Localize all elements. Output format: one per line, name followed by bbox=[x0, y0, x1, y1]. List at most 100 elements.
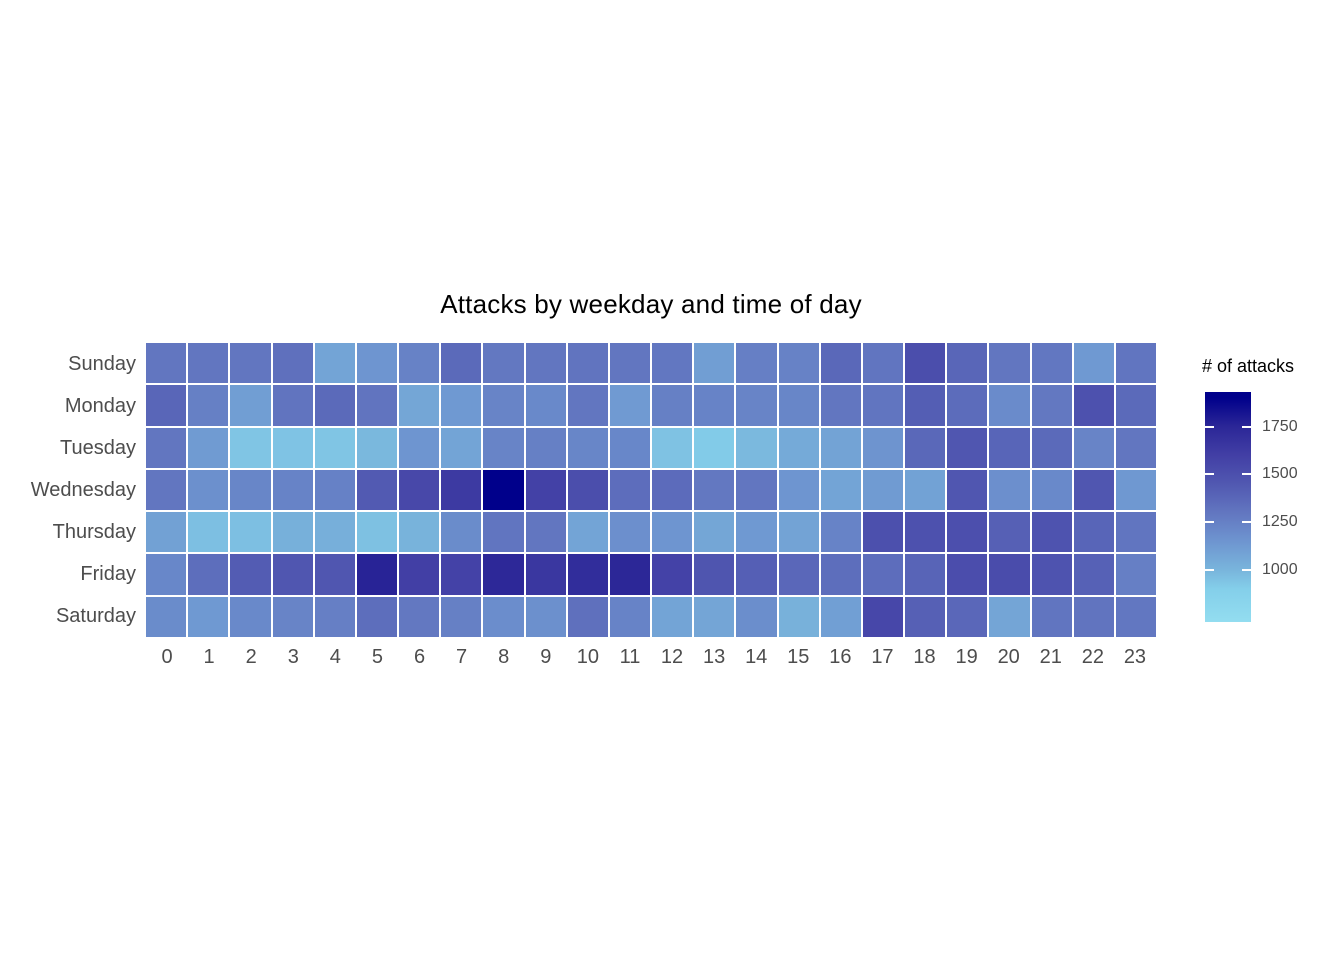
heatmap-cell bbox=[525, 596, 566, 637]
x-tick-label: 13 bbox=[702, 646, 726, 668]
heatmap-cell bbox=[399, 554, 440, 595]
heatmap-cell bbox=[356, 469, 397, 511]
heatmap-cell bbox=[989, 512, 1030, 553]
heatmap-cell bbox=[1115, 512, 1156, 553]
heatmap-cell bbox=[399, 596, 440, 637]
heatmap-cell bbox=[272, 427, 313, 468]
heatmap-cell bbox=[441, 427, 482, 468]
heatmap-cell bbox=[736, 343, 777, 384]
heatmap-cell bbox=[272, 554, 313, 595]
heatmap-cell bbox=[820, 343, 861, 384]
heatmap-cell bbox=[1073, 596, 1114, 637]
heatmap-cell bbox=[230, 343, 271, 384]
heatmap-cell bbox=[778, 427, 819, 468]
heatmap-cell bbox=[567, 596, 608, 637]
heatmap-cell bbox=[483, 596, 524, 637]
heatmap-cell bbox=[947, 343, 988, 384]
heatmap-cell bbox=[694, 596, 735, 637]
heatmap-cell bbox=[609, 343, 650, 384]
heatmap-cell bbox=[525, 343, 566, 384]
heatmap-cell bbox=[736, 596, 777, 637]
heatmap-cell bbox=[905, 385, 946, 426]
heatmap-cell bbox=[483, 512, 524, 553]
x-tick-label: 8 bbox=[498, 646, 510, 668]
heatmap-cell bbox=[652, 343, 693, 384]
heatmap-cell bbox=[525, 469, 566, 511]
heatmap-cell bbox=[188, 512, 229, 553]
heatmap-cell bbox=[567, 554, 608, 595]
heatmap-cell bbox=[694, 385, 735, 426]
heatmap-cell bbox=[609, 427, 650, 468]
heatmap-cell bbox=[905, 343, 946, 384]
heatmap-cell bbox=[609, 469, 650, 511]
heatmap-cell bbox=[862, 596, 903, 637]
heatmap-cell bbox=[609, 385, 650, 426]
heatmap-cell bbox=[862, 554, 903, 595]
heatmap-cell bbox=[652, 385, 693, 426]
x-tick-label: 21 bbox=[1039, 646, 1062, 668]
x-tick-label: 7 bbox=[456, 646, 468, 668]
heatmap-cell bbox=[862, 385, 903, 426]
heatmap-cell bbox=[483, 554, 524, 595]
heatmap-cell bbox=[441, 343, 482, 384]
heatmap-cell bbox=[1115, 427, 1156, 468]
heatmap-cell bbox=[356, 385, 397, 426]
heatmap-cell bbox=[230, 427, 271, 468]
heatmap-cell bbox=[230, 554, 271, 595]
heatmap-cell bbox=[947, 596, 988, 637]
x-axis: 0 1 2 3 4 5 6 7 8 9 10 11 12 13 14 15 16 17 18 19 20 21 22 23 bbox=[146, 646, 1156, 670]
heatmap-cell bbox=[694, 512, 735, 553]
heatmap-cell bbox=[356, 554, 397, 595]
x-tick-label: 15 bbox=[787, 646, 810, 668]
heatmap-cell bbox=[1031, 385, 1072, 426]
heatmap-cell bbox=[905, 554, 946, 595]
heatmap-cell bbox=[1031, 554, 1072, 595]
heatmap-cell bbox=[947, 554, 988, 595]
heatmap-cell bbox=[188, 427, 229, 468]
heatmap-cell bbox=[1031, 512, 1072, 553]
x-tick-label: 19 bbox=[955, 646, 978, 668]
heatmap-cell bbox=[483, 385, 524, 426]
heatmap-cell bbox=[947, 385, 988, 426]
heatmap-cell bbox=[441, 469, 482, 511]
x-tick-label: 1 bbox=[203, 646, 215, 668]
heatmap-cell bbox=[314, 469, 355, 511]
heatmap-cell bbox=[820, 512, 861, 553]
heatmap-cell bbox=[652, 469, 693, 511]
heatmap-cell bbox=[652, 512, 693, 553]
heatmap-cell bbox=[905, 512, 946, 553]
heatmap-cell bbox=[1073, 512, 1114, 553]
heatmap-cell bbox=[272, 512, 313, 553]
legend-tick-mark bbox=[1205, 425, 1214, 428]
heatmap-cell bbox=[567, 427, 608, 468]
heatmap-cell bbox=[146, 596, 187, 637]
heatmap-cell bbox=[146, 469, 187, 511]
heatmap-cell bbox=[188, 596, 229, 637]
legend-tick-label: 1250 bbox=[1262, 513, 1298, 531]
heatmap-cell bbox=[694, 554, 735, 595]
legend: # of attacks 1750 1500 1250 1000 bbox=[1200, 356, 1344, 646]
heatmap-cell bbox=[146, 427, 187, 468]
x-tick-label: 12 bbox=[660, 646, 684, 668]
heatmap-cell bbox=[862, 512, 903, 553]
legend-tick-label: 1500 bbox=[1262, 465, 1298, 483]
heatmap-cell bbox=[314, 343, 355, 384]
heatmap-cell bbox=[736, 469, 777, 511]
x-tick-label: 6 bbox=[413, 646, 426, 668]
y-axis-label: Wednesday bbox=[30, 478, 136, 501]
heatmap-cell bbox=[862, 469, 903, 511]
heatmap-cell bbox=[820, 469, 861, 511]
heatmap-cell bbox=[1115, 469, 1156, 511]
heatmap-cell bbox=[146, 343, 187, 384]
heatmap-cell bbox=[1073, 343, 1114, 384]
heatmap-cell bbox=[1115, 343, 1156, 384]
heatmap-cell bbox=[736, 427, 777, 468]
heatmap-cell bbox=[652, 596, 693, 637]
legend-tick-label: 1750 bbox=[1262, 417, 1298, 435]
heatmap-cell bbox=[947, 427, 988, 468]
heatmap-cell bbox=[399, 385, 440, 426]
heatmap-cell bbox=[862, 343, 903, 384]
heatmap-cell bbox=[1073, 385, 1114, 426]
legend-tick-mark bbox=[1242, 425, 1251, 428]
heatmap-cell bbox=[272, 469, 313, 511]
